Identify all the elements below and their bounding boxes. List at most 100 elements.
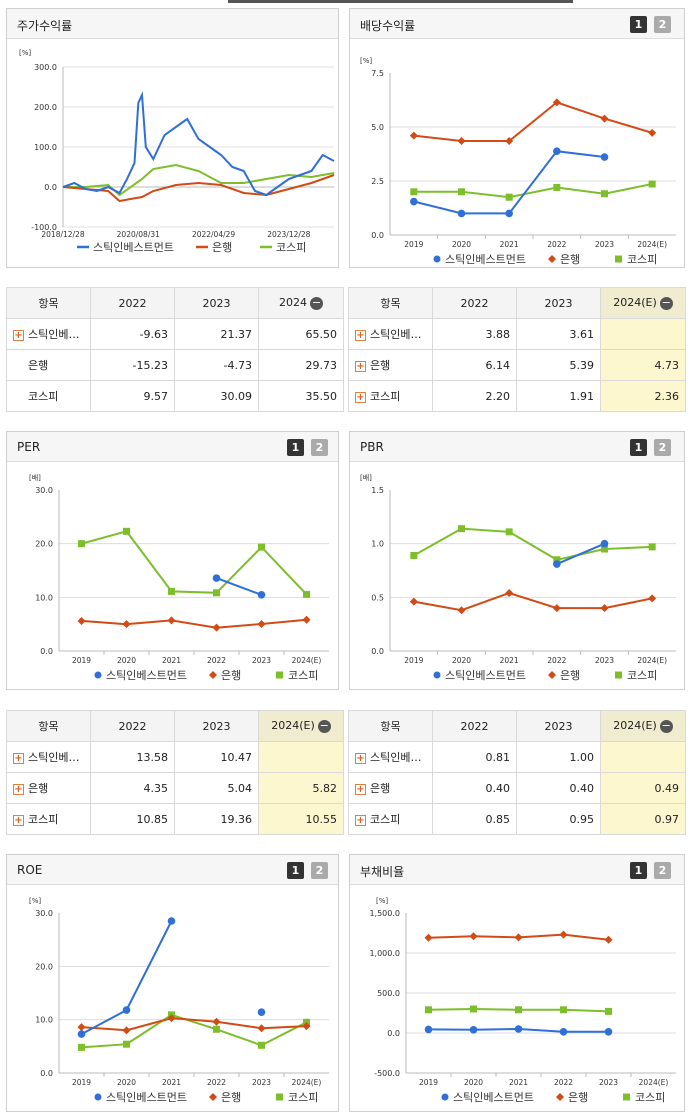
y-tick-label: 2.5: [371, 177, 384, 186]
col-header: 2022: [432, 710, 517, 742]
legend-label: 스틱인베스트먼트: [93, 241, 174, 254]
data-point: [424, 933, 433, 942]
data-point: [600, 604, 609, 613]
data-point: [212, 1017, 221, 1026]
data-point: [168, 587, 175, 595]
legend-marker: [209, 1093, 217, 1101]
y-tick-label: 0.0: [371, 231, 384, 240]
x-tick-label: 2023: [595, 656, 614, 665]
data-point: [257, 1008, 266, 1016]
y-unit-label: [%]: [360, 57, 372, 65]
collapse-icon[interactable]: −: [659, 718, 673, 733]
x-tick-label: 2021: [500, 240, 519, 249]
expand-plus-icon[interactable]: +: [355, 360, 366, 372]
row-label: + 스틱인베…: [6, 741, 91, 773]
x-tick-label: 2020: [452, 240, 471, 249]
col-header: 2023: [516, 287, 601, 319]
y-tick-label: 30.0: [35, 909, 53, 918]
table-cell: 3.88: [432, 318, 517, 350]
data-point: [212, 623, 221, 632]
data-point: [303, 590, 310, 598]
table-cell: 10.85: [90, 803, 175, 835]
data-point: [601, 190, 608, 198]
data-point: [457, 209, 466, 218]
chart-toggle-2-button[interactable]: 2: [311, 862, 328, 879]
x-tick-label: 2024(E): [292, 656, 322, 665]
table-row: + 스틱인베… 3.88 3.61: [348, 318, 686, 350]
data-point: [505, 209, 513, 218]
expand-plus-icon[interactable]: +: [355, 752, 366, 764]
col-header: 2023: [516, 710, 601, 742]
expand-plus-icon[interactable]: +: [13, 814, 24, 826]
table-cell: 0.95: [516, 803, 601, 835]
x-tick-label: 2021: [500, 656, 519, 665]
data-point: [553, 183, 561, 191]
y-tick-label: 20.0: [35, 962, 53, 971]
col-header: 항목: [6, 710, 91, 742]
table-cell: 2.36: [600, 380, 686, 412]
x-tick-label: 2020: [117, 1078, 136, 1087]
chart-toggle-1-button[interactable]: 1: [287, 862, 304, 879]
data-point: [410, 551, 418, 559]
collapse-icon[interactable]: −: [317, 718, 331, 733]
collapse-icon[interactable]: −: [310, 295, 323, 310]
x-tick-label: 2019: [404, 656, 423, 665]
row-label: + 스틱인베…: [348, 318, 433, 350]
col-header: 2024(E) −: [258, 710, 344, 742]
data-point: [167, 1014, 176, 1023]
expand-plus-icon[interactable]: +: [13, 329, 24, 341]
data-point: [514, 933, 523, 942]
legend-label: 스틱인베스트먼트: [106, 1091, 187, 1104]
chart-toggle-1-button[interactable]: 1: [630, 862, 647, 879]
chart-toggle-1-button[interactable]: 1: [287, 439, 304, 456]
row-label: + 코스피: [348, 803, 433, 835]
row-label: + 은행: [348, 772, 433, 804]
expand-plus-icon[interactable]: +: [355, 783, 366, 795]
table-cell: -9.63: [90, 318, 175, 350]
data-point: [212, 574, 221, 582]
legend-marker: [94, 671, 102, 679]
legend-label: 은행: [221, 1091, 241, 1104]
panel-title: 주가수익률: [17, 19, 73, 33]
x-tick-label: 2018/12/28: [41, 230, 84, 239]
legend-label: 코스피: [635, 1091, 665, 1104]
panel-header: 주가수익률: [7, 9, 338, 39]
expand-plus-icon[interactable]: +: [13, 783, 24, 795]
table-cell: 4.73: [600, 349, 686, 381]
table-cell: 3.61: [516, 318, 601, 350]
panel-header: ROE 1 2: [7, 855, 338, 885]
x-tick-label: 2023: [252, 656, 271, 665]
x-tick-label: 2024(E): [637, 656, 667, 665]
chart-toggle-2-button[interactable]: 2: [654, 439, 671, 456]
per-table: 항목 2022 2023 2024(E) − + 스틱인베… 13.58 10.47…: [6, 710, 344, 835]
table-row: + 코스피 10.85 19.36 10.55: [6, 803, 344, 835]
data-point: [600, 153, 609, 161]
y-tick-label: 500.0: [377, 989, 400, 998]
data-point: [122, 620, 131, 629]
collapse-icon[interactable]: −: [659, 295, 673, 310]
data-point: [604, 1028, 613, 1036]
chart-toggle-2-button[interactable]: 2: [654, 16, 671, 33]
legend-marker: [548, 671, 556, 679]
chart-toggle-1-button[interactable]: 1: [630, 439, 647, 456]
data-point: [78, 1043, 85, 1051]
pbr-table: 항목 2022 2023 2024(E) − + 스틱인베… 0.81 1.00 +…: [348, 710, 686, 835]
expand-plus-icon[interactable]: +: [355, 391, 366, 403]
chart-toggle-2-button[interactable]: 2: [654, 862, 671, 879]
data-point: [552, 604, 561, 613]
x-tick-label: 2023: [599, 1078, 618, 1087]
chart-toggle-2-button[interactable]: 2: [311, 439, 328, 456]
series-line: [81, 618, 307, 629]
data-point: [600, 539, 609, 548]
data-point: [458, 188, 465, 196]
data-point: [553, 560, 561, 568]
expand-plus-icon[interactable]: +: [13, 752, 24, 764]
expand-plus-icon[interactable]: +: [355, 814, 366, 826]
expand-plus-icon[interactable]: +: [355, 329, 366, 341]
chart-toggle-1-button[interactable]: 1: [630, 16, 647, 33]
panel-header: PBR 1 2: [350, 432, 684, 462]
panel-header: 부채비율 1 2: [350, 855, 684, 885]
data-point: [167, 917, 176, 925]
data-point: [515, 1006, 522, 1014]
table-cell: -15.23: [90, 349, 175, 381]
